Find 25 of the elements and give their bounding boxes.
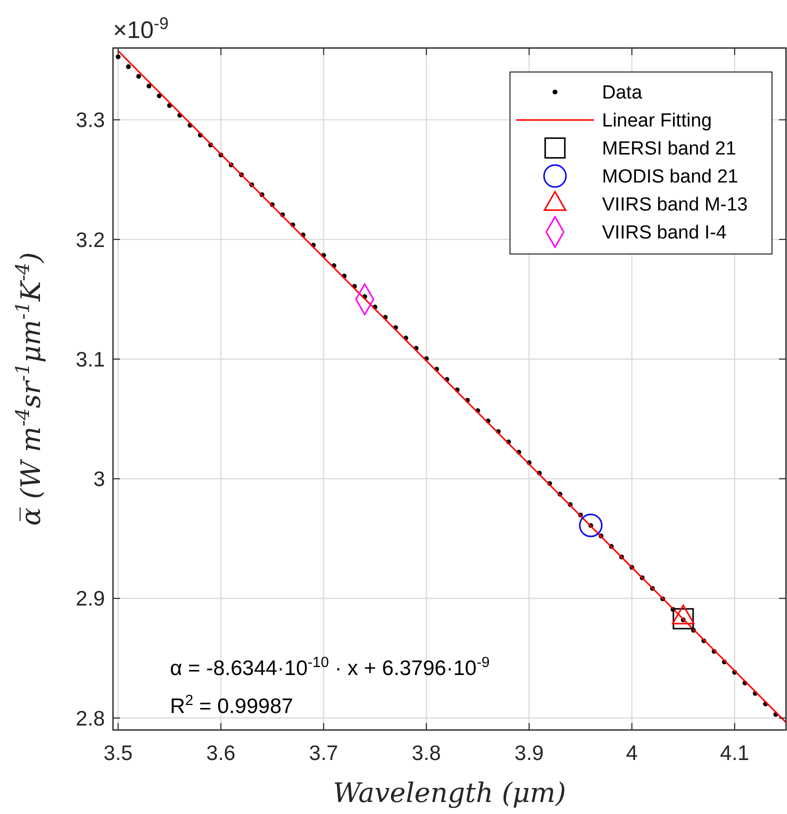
- x-tick-label: 3.9: [514, 742, 544, 765]
- x-axis-title: Wavelength (μm): [332, 778, 566, 809]
- y-tick-label: 2.9: [76, 588, 105, 611]
- legend-label: Data: [602, 82, 643, 104]
- y-tick-label: 3: [93, 468, 105, 492]
- text: ×10$^{-9}$: [113, 14, 169, 44]
- legend-label: Linear Fitting: [602, 110, 712, 132]
- annotation: R$^{2}$ = 0.99987: [170, 693, 294, 718]
- y-tick-label: 3.3: [76, 109, 105, 132]
- legend-label: VIIRS band M-13: [602, 194, 748, 216]
- x-tick-label: 3.6: [206, 742, 236, 765]
- x-tick-label: 3.8: [412, 742, 441, 765]
- legend-label: MERSI band 21: [602, 138, 736, 160]
- x-tick-label: 3.5: [104, 742, 133, 765]
- x-tick-label: 3.7: [309, 742, 338, 765]
- annotation: α = -8.6344·10$^{-10}$ · x + 6.3796·10$^{-9}$: [170, 655, 490, 680]
- y-tick-label: 2.8: [76, 707, 105, 730]
- point: [672, 608, 694, 630]
- x-tick-label: 4.1: [720, 742, 750, 765]
- legend-label: VIIRS band I-4: [602, 222, 728, 244]
- y-tick-label: 3.2: [76, 228, 105, 252]
- legend-label: MODIS band 21: [602, 166, 738, 188]
- point: [579, 514, 603, 538]
- y-tick-label: 3.1: [76, 348, 105, 372]
- x-tick-label: 4: [626, 742, 638, 765]
